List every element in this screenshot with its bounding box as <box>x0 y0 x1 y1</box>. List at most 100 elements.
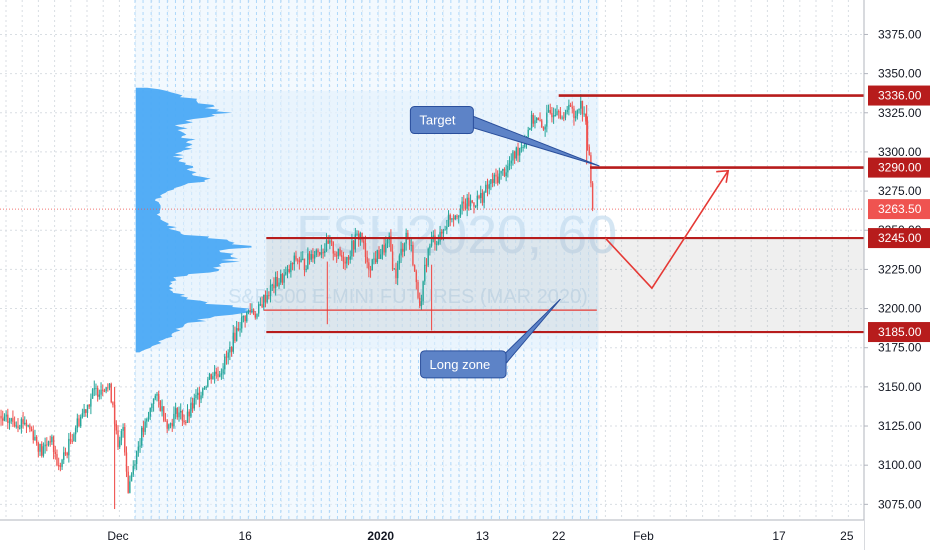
candle-body <box>24 422 26 425</box>
candle-body <box>173 413 175 427</box>
candle-body <box>278 282 280 287</box>
candle-body <box>283 274 285 283</box>
candle-body <box>580 100 582 109</box>
levels-layer <box>0 94 864 334</box>
candle-body <box>407 232 409 240</box>
candle-body <box>442 229 445 234</box>
candle-body <box>363 240 365 244</box>
candle-body <box>549 110 551 114</box>
candle-body <box>569 104 572 107</box>
candle-body <box>152 398 155 404</box>
candle-body <box>564 112 567 118</box>
candle-body <box>149 408 151 417</box>
candle-body <box>237 328 240 331</box>
candle-body <box>93 388 95 390</box>
callout-long-zone: Long zone <box>420 298 561 379</box>
candle-body <box>425 264 428 266</box>
candle-body <box>408 239 411 246</box>
callout-box <box>409 106 474 135</box>
candle-body <box>429 245 431 249</box>
candle-body <box>35 436 38 443</box>
candle-body <box>100 389 102 395</box>
level-tag-label: 3245.00 <box>878 231 922 245</box>
level-tag-label: 3185.00 <box>878 325 922 339</box>
candle-body <box>161 406 163 412</box>
candle-body <box>154 395 156 399</box>
candle-body <box>369 269 372 271</box>
candle-body <box>535 117 538 121</box>
candle-body <box>200 395 202 400</box>
price-tick-label: 3275.00 <box>878 184 922 198</box>
candle-body <box>541 120 543 128</box>
candle-body <box>300 258 302 263</box>
candle-body <box>415 271 418 283</box>
long-zone-layer <box>266 238 864 333</box>
candle-body <box>371 259 373 271</box>
candle-body <box>427 248 429 266</box>
time-tick-label: Feb <box>633 529 654 543</box>
candle-body <box>246 311 248 322</box>
candle-body <box>247 310 250 312</box>
candle-body <box>208 374 211 380</box>
candle-body <box>502 168 504 171</box>
candle-body <box>134 463 136 466</box>
watermark-description: S&P 500 E-MINI FUTURES (MAR 2020) <box>228 286 588 308</box>
candle-body <box>86 404 89 413</box>
candle-body <box>559 111 562 119</box>
candle-body <box>249 310 251 312</box>
candle-body <box>42 446 45 456</box>
candle-body <box>171 423 173 427</box>
projection-layer <box>604 169 730 290</box>
candle-body <box>252 309 255 315</box>
candle-body <box>213 371 216 377</box>
candle-body <box>7 414 9 423</box>
candle-body <box>37 442 40 452</box>
candle-body <box>512 151 514 161</box>
candle-body <box>513 151 516 159</box>
candle-body <box>271 284 273 286</box>
candle-body <box>15 425 17 427</box>
candle-body <box>39 443 41 452</box>
candle-body <box>3 416 6 421</box>
candle-body <box>68 438 70 456</box>
candle-body <box>327 240 329 244</box>
candle-body <box>66 452 68 456</box>
candle-body <box>219 374 221 377</box>
candle-body <box>313 255 316 259</box>
candle-body <box>88 404 90 407</box>
candle-body <box>430 236 433 246</box>
candle-body <box>8 421 11 423</box>
candle-body <box>437 241 440 244</box>
candle-body <box>451 218 453 220</box>
candle-body <box>374 258 377 263</box>
candle-body <box>34 436 36 441</box>
candle-body <box>303 258 306 270</box>
candle-body <box>546 112 548 127</box>
candle-body <box>432 235 434 237</box>
candle-body <box>127 471 129 493</box>
candle-body <box>361 232 363 241</box>
candle-body <box>322 252 324 254</box>
candle-body <box>264 295 267 303</box>
time-tick-label: 13 <box>476 529 490 543</box>
candle-body <box>380 254 382 259</box>
candle-body <box>346 257 348 264</box>
candle-body <box>456 215 458 217</box>
candle-body <box>585 113 587 122</box>
candle-body <box>325 240 328 251</box>
candle-body <box>268 295 270 297</box>
candle-body <box>76 418 79 429</box>
candle-body <box>463 201 465 204</box>
candle-body <box>220 373 223 375</box>
candle-body <box>244 316 246 322</box>
candle-body <box>227 352 229 358</box>
candle-body <box>403 243 406 252</box>
candle-body <box>298 260 301 263</box>
candle-body <box>586 121 589 147</box>
candle-body <box>320 252 323 255</box>
candle-body <box>347 257 350 260</box>
candle-body <box>51 436 53 443</box>
candle-body <box>112 402 114 405</box>
candle-body <box>356 233 358 235</box>
